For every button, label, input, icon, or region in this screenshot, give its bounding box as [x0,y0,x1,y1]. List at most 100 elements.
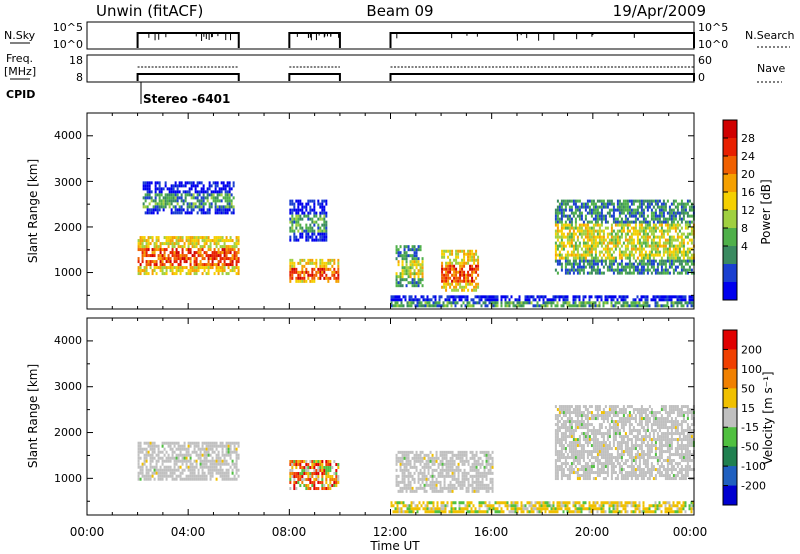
power-cell [235,260,238,264]
power-cell [443,255,446,259]
power-cell [582,304,585,308]
velocity-cell [297,460,300,464]
velocity-cell [463,474,466,478]
power-cell [586,199,589,203]
power-cell [307,226,310,230]
velocity-cell [451,450,454,454]
velocity-cell [225,447,228,451]
power-colorbar-segment [723,246,737,265]
power-cell [574,220,577,224]
power-cell [401,272,404,276]
power-cell [337,267,340,271]
power-cell [632,202,635,206]
velocity-cell [439,468,442,472]
power-cell [307,217,310,221]
velocity-cell [189,453,192,457]
power-cell [188,205,191,209]
power-cell [170,211,173,215]
velocity-cell [155,468,158,472]
power-cell [211,257,214,261]
power-cell [658,304,661,308]
velocity-cell [455,456,458,460]
power-cell [616,244,619,248]
power-cell [600,262,603,266]
power-cell [606,205,609,209]
power-cell [301,264,304,268]
velocity-cell [554,468,557,472]
power-cell [397,275,400,279]
power-cell [221,263,224,267]
velocity-cell [145,450,148,454]
power-cell [299,261,302,265]
velocity-cell [221,474,224,478]
power-cell [449,258,452,262]
power-cell [151,251,154,255]
power-cell [612,250,615,254]
velocity-cell [309,478,312,482]
velocity-cell [416,504,419,508]
velocity-cell [471,453,474,457]
velocity-cell [229,441,232,445]
velocity-cell [227,450,230,454]
power-cell [222,184,225,188]
power-cell [230,193,233,197]
velocity-cell [191,462,194,466]
velocity-cell [327,484,330,488]
power-cell [668,217,671,221]
velocity-cell [405,483,408,487]
velocity-cell [530,501,533,505]
velocity-cell [175,453,178,457]
power-cell [558,256,561,260]
power-cell [628,220,631,224]
velocity-cell [411,450,414,454]
power-cell [159,251,162,255]
power-cell [666,223,669,227]
velocity-cell [654,510,657,514]
velocity-cell [191,465,194,469]
power-cell [421,263,424,267]
power-cell [662,241,665,245]
power-cell [572,295,575,299]
velocity-cell [473,489,476,493]
velocity-cell [441,465,444,469]
power-cell [230,187,233,191]
power-cell [148,184,151,188]
power-cell [187,236,190,240]
velocity-cell [510,507,513,511]
power-cell [172,211,175,215]
power-cell [166,193,169,197]
power-cell [231,266,234,270]
power-cell [407,269,410,273]
power-cell [323,235,326,239]
power-cell [594,304,597,308]
power-cell [608,268,611,272]
velocity-cell [425,465,428,469]
power-cell [199,254,202,258]
velocity-cell [139,465,142,469]
power-cell [451,252,454,256]
power-cell [457,252,460,256]
power-cell [210,202,213,206]
power-cell [616,199,619,203]
velocity-cell [173,471,176,475]
velocity-cell [650,510,653,514]
velocity-cell [237,444,240,448]
power-cell [574,259,577,263]
velocity-cell [167,441,170,445]
power-cell [570,205,573,209]
power-cell [494,301,497,305]
velocity-cell [646,510,649,514]
power-cell [646,241,649,245]
power-cell [448,298,451,302]
power-cell [670,259,673,263]
velocity-cell [600,510,603,514]
power-cell [297,205,300,209]
velocity-cell [201,462,204,466]
velocity-cell [433,462,436,466]
power-cell [686,226,689,230]
velocity-cell [161,456,164,460]
power-cell [680,211,683,215]
power-cell [411,263,414,267]
power-cell [532,298,535,302]
velocity-cell [660,510,663,514]
